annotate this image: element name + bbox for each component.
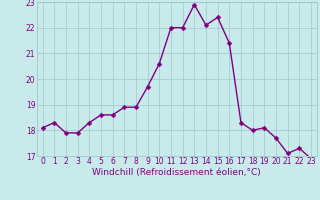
X-axis label: Windchill (Refroidissement éolien,°C): Windchill (Refroidissement éolien,°C) [92,168,261,177]
